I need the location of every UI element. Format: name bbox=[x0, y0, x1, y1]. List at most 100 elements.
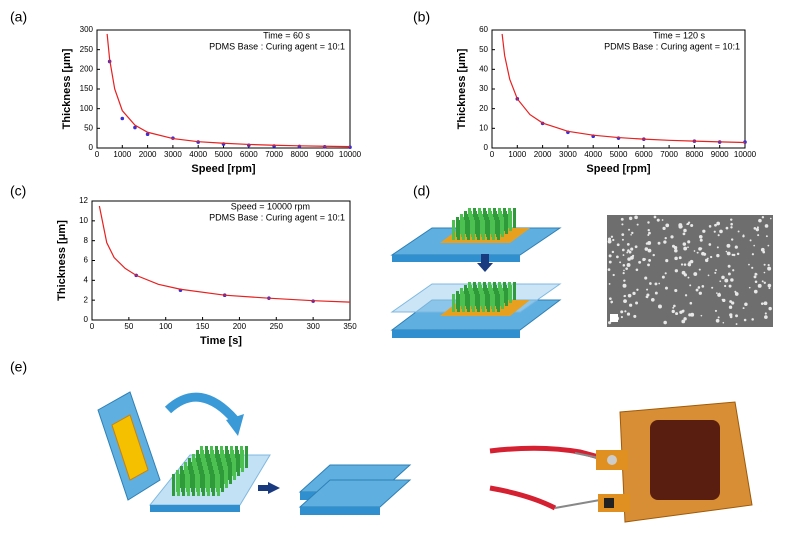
arrow-shaft bbox=[258, 485, 269, 491]
particle bbox=[734, 245, 738, 249]
pillar bbox=[497, 294, 500, 312]
x-tick-label: 5000 bbox=[610, 150, 628, 159]
y-tick-label: 8 bbox=[84, 236, 89, 245]
x-tick-label: 2000 bbox=[534, 150, 552, 159]
particle bbox=[756, 226, 759, 229]
particle bbox=[754, 280, 758, 283]
particle bbox=[678, 223, 683, 228]
y-tick-label: 200 bbox=[80, 64, 94, 73]
particle bbox=[682, 242, 687, 246]
y-tick-label: 4 bbox=[84, 275, 89, 284]
pillar bbox=[452, 294, 455, 312]
particle bbox=[647, 233, 650, 236]
particle bbox=[715, 269, 717, 271]
y-tick-label: 10 bbox=[79, 216, 88, 225]
particle bbox=[646, 288, 649, 291]
particle bbox=[753, 289, 758, 294]
x-tick-label: 0 bbox=[95, 150, 100, 159]
particle bbox=[764, 312, 767, 315]
pillar bbox=[472, 220, 475, 240]
particle bbox=[730, 222, 733, 226]
x-tick-label: 300 bbox=[306, 322, 320, 331]
particle bbox=[635, 301, 639, 305]
x-tick-label: 100 bbox=[159, 322, 173, 331]
particle bbox=[635, 268, 639, 272]
x-tick-label: 5000 bbox=[215, 150, 233, 159]
pillar bbox=[462, 294, 465, 312]
particle bbox=[719, 229, 723, 234]
particle bbox=[688, 263, 691, 267]
particle bbox=[674, 288, 678, 293]
pillar bbox=[457, 220, 460, 240]
particle bbox=[724, 284, 727, 288]
particle bbox=[646, 293, 650, 297]
particle bbox=[679, 310, 683, 314]
particle bbox=[711, 286, 714, 289]
particle bbox=[665, 223, 670, 228]
x-tick-label: 7000 bbox=[265, 150, 283, 159]
particle bbox=[621, 233, 625, 236]
particle bbox=[626, 263, 631, 267]
pillar bbox=[217, 474, 220, 496]
particle bbox=[763, 271, 766, 274]
particle bbox=[763, 281, 766, 284]
particle bbox=[699, 238, 703, 242]
pillar bbox=[482, 220, 485, 240]
x-tick-label: 250 bbox=[270, 322, 284, 331]
chart: 0 1000 2000 3000 4000 5000 6000 7000 8000 9000 100… bbox=[456, 25, 757, 175]
particle bbox=[647, 248, 652, 253]
particle bbox=[714, 271, 717, 274]
pillar bbox=[212, 474, 215, 496]
particle bbox=[751, 318, 754, 321]
particle bbox=[644, 258, 647, 260]
particle bbox=[767, 266, 772, 271]
pillar bbox=[509, 211, 512, 231]
particle bbox=[765, 235, 768, 238]
y-tick-label: 0 bbox=[84, 315, 89, 324]
particle bbox=[748, 286, 751, 289]
pillar bbox=[487, 294, 490, 312]
particle bbox=[620, 217, 624, 221]
particle bbox=[755, 273, 758, 276]
particle bbox=[657, 304, 662, 309]
particle bbox=[768, 287, 771, 290]
arrow bbox=[477, 263, 493, 272]
particle bbox=[671, 309, 675, 314]
particle bbox=[652, 253, 655, 257]
particle bbox=[670, 235, 674, 239]
particle bbox=[753, 227, 757, 230]
particle bbox=[767, 264, 770, 267]
substrate-edge bbox=[392, 255, 520, 262]
particle bbox=[650, 297, 655, 302]
particle bbox=[717, 316, 720, 319]
particle bbox=[630, 247, 634, 251]
particle bbox=[626, 312, 631, 316]
particle bbox=[708, 225, 712, 228]
particle bbox=[623, 279, 626, 282]
particle bbox=[690, 312, 695, 317]
x-tick-label: 9000 bbox=[711, 150, 729, 159]
pillar bbox=[513, 208, 516, 228]
y-tick-label: 40 bbox=[479, 64, 488, 73]
particle bbox=[657, 241, 661, 245]
particle bbox=[683, 228, 687, 233]
particle bbox=[665, 259, 669, 263]
x-tick-label: 10000 bbox=[734, 150, 757, 159]
panel-label: (e) bbox=[10, 359, 27, 375]
particle bbox=[721, 275, 725, 280]
x-tick-label: 3000 bbox=[164, 150, 182, 159]
x-tick-label: 4000 bbox=[584, 150, 602, 159]
pillar bbox=[452, 220, 455, 240]
particle bbox=[648, 231, 651, 235]
particle bbox=[656, 218, 660, 222]
particle bbox=[722, 321, 725, 324]
particle bbox=[647, 241, 652, 245]
sem-image bbox=[607, 215, 773, 327]
particle bbox=[714, 309, 718, 312]
pillar bbox=[192, 474, 195, 496]
pillar bbox=[477, 294, 480, 312]
particle bbox=[701, 251, 705, 256]
particle bbox=[620, 310, 624, 314]
particle bbox=[631, 254, 635, 258]
particle bbox=[608, 260, 612, 264]
